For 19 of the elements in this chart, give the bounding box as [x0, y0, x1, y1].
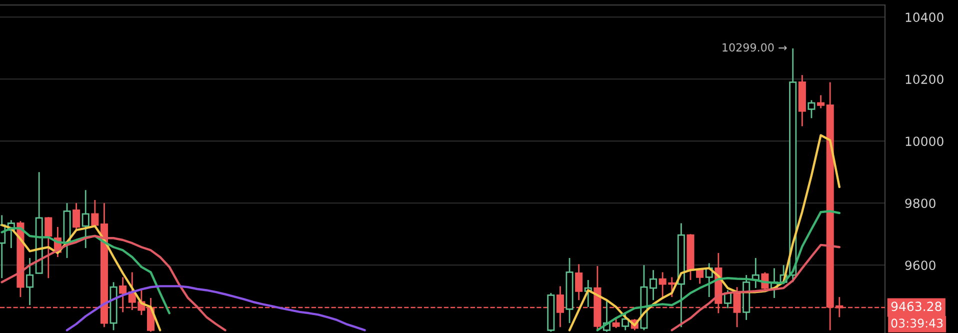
candlestick [91, 199, 99, 227]
candlestick [650, 269, 658, 301]
candlestick [82, 189, 90, 249]
candlestick [26, 257, 34, 306]
text: 03:39:43 [891, 318, 943, 328]
candlestick [44, 216, 52, 279]
y-tick-label: 9800 [905, 198, 936, 208]
candlestick [808, 99, 816, 119]
candlestick [72, 202, 80, 230]
y-tick-label: 10000 [906, 136, 944, 146]
annotation: 10299.00 → [722, 43, 787, 52]
y-tick-label: 10400 [906, 12, 944, 22]
candlestick [817, 94, 825, 109]
y-tick-label: 9600 [905, 260, 936, 270]
y-tick-label: 10200 [906, 74, 944, 84]
ref-line-label: 9463.28 [891, 302, 942, 312]
candlestick [575, 263, 583, 301]
line-series [66, 285, 366, 332]
candlestick [622, 312, 630, 331]
